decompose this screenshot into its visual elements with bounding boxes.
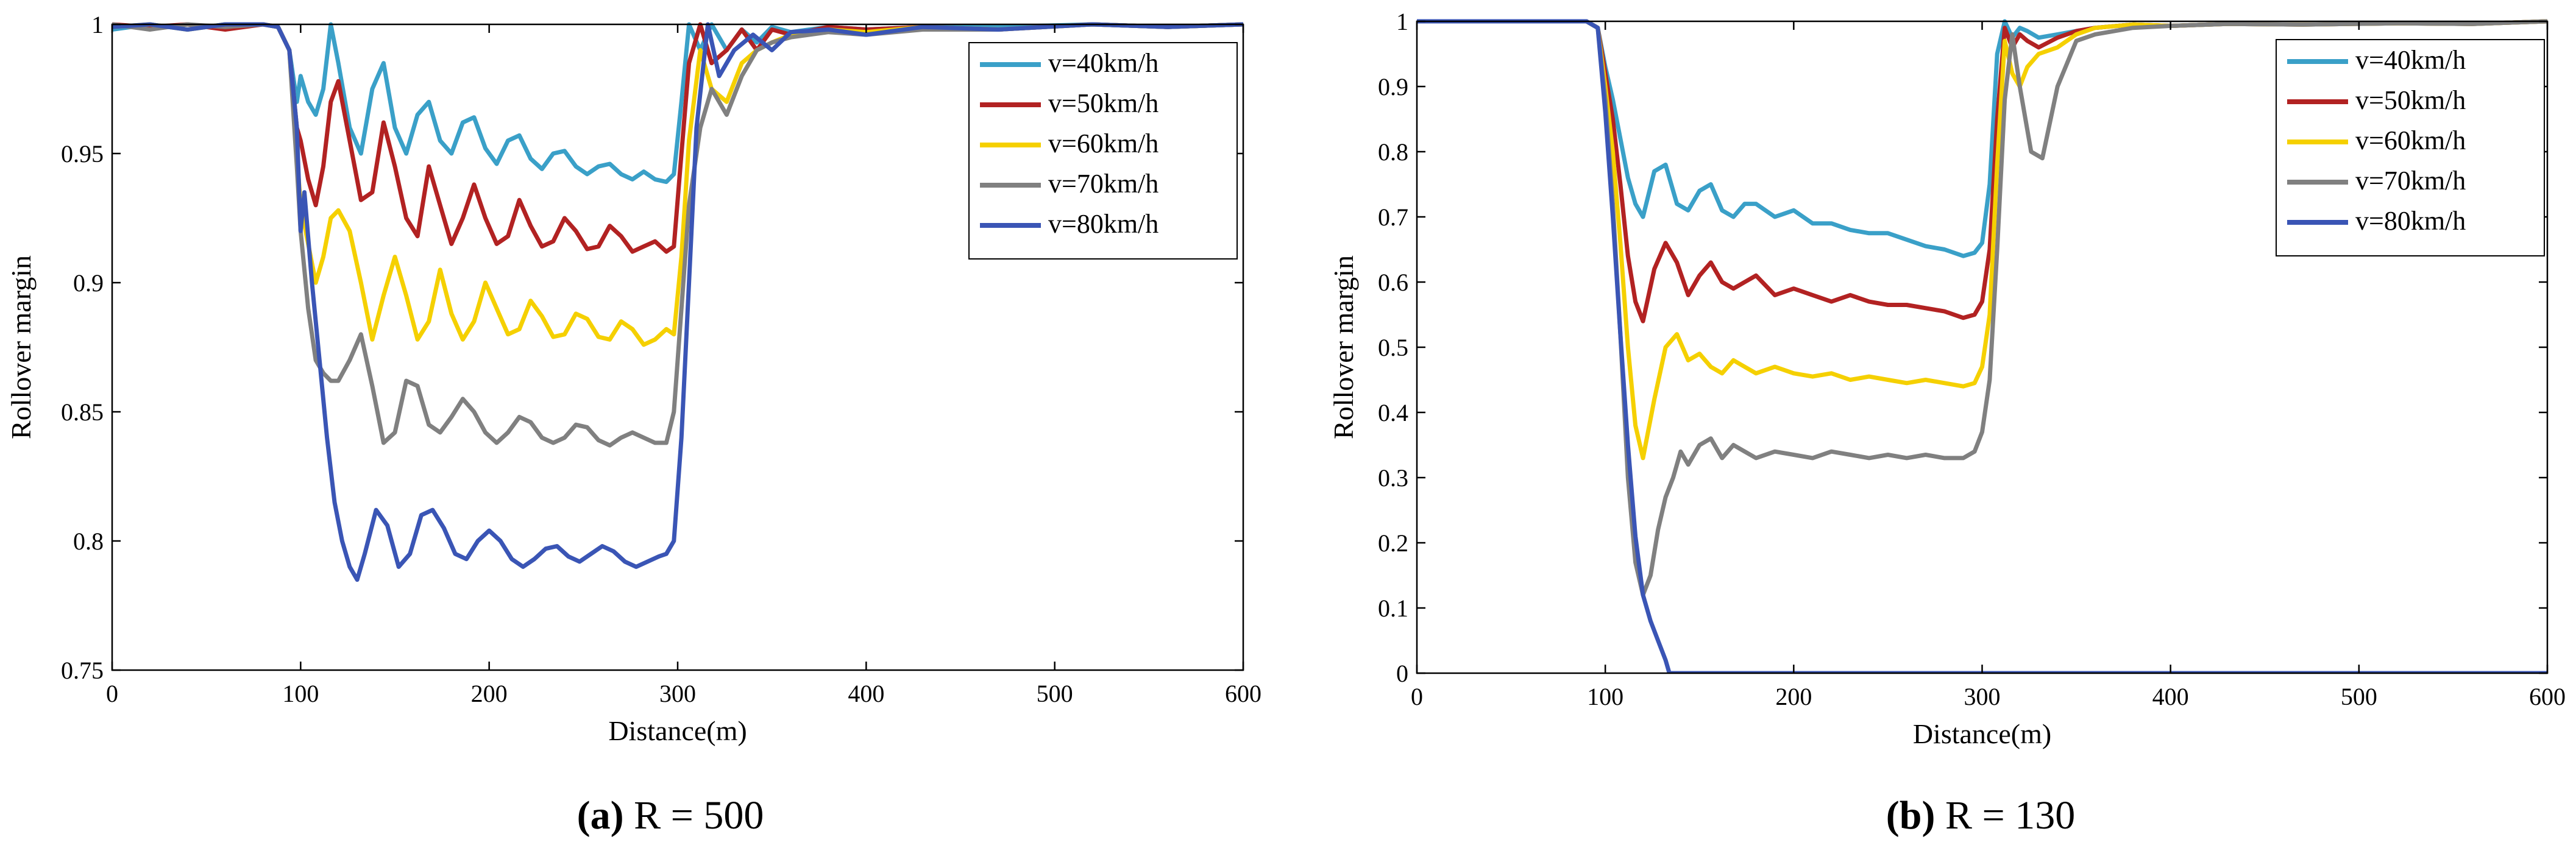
- series-line-v70kmh: [112, 22, 1243, 448]
- series-line-v80kmh: [1417, 19, 2547, 673]
- y-tick-label: 0.2: [1378, 529, 1408, 557]
- legend-label: v=40km/h: [2355, 45, 2466, 75]
- legend-label: v=50km/h: [1048, 88, 1158, 118]
- y-tick-label: 0.9: [73, 269, 104, 297]
- series-group: [1417, 19, 2547, 673]
- y-tick-label: 0.4: [1378, 399, 1408, 426]
- x-tick-label: 600: [1225, 680, 1261, 707]
- y-tick-label: 0.6: [1378, 269, 1408, 296]
- y-tick-label: 0.5: [1378, 334, 1408, 361]
- chart-b: 0 100 200 300 400 500 600 0 0.1 0.2 0.3 0.4 0.5 0.6 0.…: [1328, 8, 2566, 838]
- x-tick-label: 400: [848, 680, 884, 707]
- x-tick-label: 200: [471, 680, 508, 707]
- x-tick-label: 100: [282, 680, 319, 707]
- x-tick-label: 400: [2152, 683, 2189, 710]
- series-line-v50kmh: [112, 22, 1243, 254]
- legend-label: v=80km/h: [1048, 209, 1158, 239]
- series-line-v60kmh: [112, 22, 1243, 347]
- y-tick-label: 1: [91, 11, 104, 38]
- x-tick-label: 300: [659, 680, 696, 707]
- legend-label: v=70km/h: [2355, 166, 2466, 196]
- caption-text: R = 500: [624, 793, 764, 838]
- y-tick-label: 0.85: [61, 398, 104, 426]
- panel-caption: (b) R = 130: [1886, 793, 2075, 838]
- chart-a: 0 100 200 300 400 500 600 0.75 0.8 0.85 0.9 0.95 1 Di…: [5, 11, 1261, 838]
- x-tick-label: 0: [106, 680, 118, 707]
- legend-label: v=50km/h: [2355, 85, 2466, 115]
- x-tick-label: 500: [2341, 683, 2377, 710]
- caption-letter: (a): [577, 793, 624, 838]
- series-line-v60kmh: [1417, 19, 2547, 461]
- legend-label: v=60km/h: [2355, 125, 2466, 155]
- legend-label: v=40km/h: [1048, 48, 1158, 78]
- y-tick-label: 0: [1396, 660, 1408, 687]
- y-axis-label: Rollover margin: [5, 255, 37, 439]
- y-tick-label: 0.3: [1378, 464, 1408, 492]
- series-line-v50kmh: [1417, 19, 2547, 323]
- x-axis-label: Distance(m): [608, 715, 747, 746]
- series-line-v80kmh: [112, 22, 1243, 582]
- legend: v=40km/h v=50km/h v=60km/h v=70km/h v=80km/h: [2276, 39, 2545, 256]
- y-tick-label: 0.9: [1378, 73, 1408, 101]
- legend-label: v=80km/h: [2355, 206, 2466, 236]
- legend-box: [2276, 39, 2545, 256]
- x-tick-label: 500: [1037, 680, 1073, 707]
- series-group: [112, 22, 1243, 582]
- caption-text: R = 130: [1935, 793, 2075, 838]
- caption-letter: (b): [1886, 793, 1936, 838]
- x-tick-label: 100: [1587, 683, 1623, 710]
- legend-label: v=60km/h: [1048, 129, 1158, 158]
- legend-label: v=70km/h: [1048, 169, 1158, 199]
- x-tick-label: 0: [1411, 683, 1423, 710]
- x-tick-label: 600: [2529, 683, 2566, 710]
- x-axis-label: Distance(m): [1913, 718, 2051, 749]
- y-tick-label: 0.8: [1378, 138, 1408, 166]
- panel-caption: (a) R = 500: [577, 793, 764, 838]
- y-tick-label: 0.1: [1378, 595, 1408, 622]
- x-tick-label: 200: [1775, 683, 1812, 710]
- y-tick-label: 0.7: [1378, 203, 1408, 231]
- y-tick-label: 0.95: [61, 140, 104, 168]
- legend: v=40km/h v=50km/h v=60km/h v=70km/h v=80km/h: [968, 42, 1238, 260]
- x-tick-label: 300: [1964, 683, 2001, 710]
- y-tick-label: 1: [1396, 8, 1408, 35]
- y-tick-label: 0.75: [61, 657, 104, 684]
- y-tick-label: 0.8: [73, 528, 104, 555]
- legend-box: [968, 42, 1238, 260]
- y-axis-label: Rollover margin: [1328, 255, 1359, 439]
